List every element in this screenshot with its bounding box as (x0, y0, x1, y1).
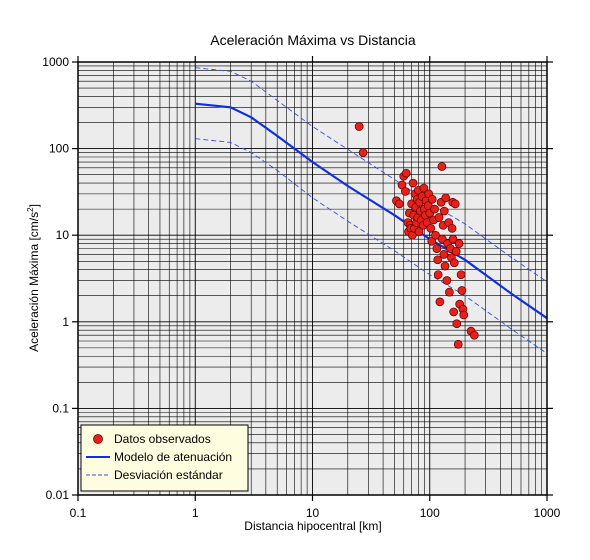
y-tick-label: 0.1 (52, 401, 69, 415)
data-point (459, 310, 469, 320)
chart-title: Aceleración Máxima vs Distancia (210, 32, 416, 48)
data-point (469, 330, 479, 340)
data-point (431, 230, 440, 240)
data-point (454, 239, 464, 248)
data-point (401, 187, 410, 196)
data-point (358, 148, 368, 157)
y-axis-label: Aceleración Máxima [cm/s2] (26, 204, 41, 352)
data-point (437, 162, 447, 171)
x-tick-label: 100 (420, 506, 440, 520)
upper-std-line (195, 67, 548, 283)
data-point (427, 194, 437, 204)
y-axis-label-end: ] (27, 204, 41, 207)
data-point (448, 234, 458, 244)
legend-label-points: Datos observados (114, 432, 211, 446)
data-point (408, 178, 418, 188)
data-point (451, 247, 461, 256)
x-axis-label: Distancia hipocentral [km] (244, 519, 381, 533)
legend: Datos observados Modelo de atenuación De… (80, 424, 249, 492)
model-curve (195, 102, 548, 320)
y-tick-label: 100 (49, 142, 69, 156)
data-point (447, 223, 457, 233)
legend-label-std: Desviación estándar (114, 468, 223, 482)
data-point (439, 250, 449, 259)
data-point (440, 261, 450, 271)
x-tick-label: 0.1 (70, 506, 87, 520)
data-point (426, 223, 436, 233)
y-axis-label-main: Aceleración Máxima [cm/s (27, 212, 41, 352)
data-point (401, 168, 411, 178)
data-point (442, 276, 452, 285)
data-point (449, 307, 459, 317)
data-point (434, 213, 444, 222)
data-point (432, 244, 442, 253)
y-tick-label: 10 (56, 228, 70, 242)
lower-std-line (195, 138, 548, 354)
observed-points (354, 122, 479, 349)
legend-label-model: Modelo de atenuación (114, 450, 232, 464)
x-tick-label: 1 (192, 506, 199, 520)
y-tick-label: 1000 (42, 55, 69, 69)
x-tick-label: 10 (306, 506, 320, 520)
axis-ticks (72, 56, 553, 501)
data-point (453, 339, 463, 349)
data-point (419, 183, 429, 193)
data-point (433, 270, 443, 280)
data-point (435, 297, 445, 307)
data-point (449, 258, 459, 268)
data-point (450, 199, 460, 209)
y-tick-label: 1 (62, 315, 69, 329)
attenuation-model-line (195, 102, 548, 320)
data-point (456, 270, 466, 280)
std-deviation-lines (195, 67, 548, 354)
data-point (445, 287, 454, 297)
grid (78, 62, 547, 495)
data-point (414, 227, 424, 236)
y-tick-label: 0.01 (46, 488, 70, 502)
data-point (441, 193, 451, 203)
data-point (394, 199, 404, 209)
y-axis-label-sup: 2 (26, 207, 35, 212)
legend-marker-points (93, 434, 103, 444)
data-point (452, 319, 462, 329)
data-point (457, 286, 467, 295)
data-point (354, 122, 364, 131)
data-point (439, 206, 449, 216)
data-point (430, 204, 439, 214)
data-point (433, 255, 443, 265)
x-tick-label: 1000 (534, 506, 561, 520)
